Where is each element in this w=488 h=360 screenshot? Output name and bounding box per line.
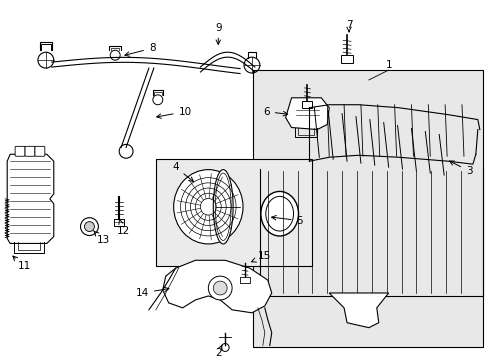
Circle shape [84,222,94,231]
Text: 2: 2 [215,345,222,359]
Bar [302,101,312,108]
Text: 15: 15 [251,251,270,262]
Text: 14: 14 [135,287,168,298]
Text: 7: 7 [345,21,352,31]
Text: 11: 11 [18,261,31,271]
Text: 12: 12 [116,220,129,235]
Text: 9: 9 [215,23,221,33]
Circle shape [208,276,232,300]
Text: 4: 4 [172,162,193,181]
Text: 1: 1 [385,60,391,70]
FancyBboxPatch shape [35,147,45,156]
Polygon shape [163,260,271,313]
Text: 6: 6 [263,107,287,117]
Polygon shape [285,98,328,130]
Text: 5: 5 [271,216,303,226]
Bar [252,70,482,347]
Circle shape [213,281,227,295]
Polygon shape [328,293,388,328]
Text: 8: 8 [124,43,155,56]
Bar [240,277,249,283]
Bar [341,55,352,63]
Text: 3: 3 [448,161,471,176]
Text: 10: 10 [156,107,191,118]
Text: 13: 13 [93,231,109,246]
Polygon shape [7,154,54,243]
FancyBboxPatch shape [15,147,25,156]
Ellipse shape [213,170,233,244]
Circle shape [81,218,98,235]
Ellipse shape [173,170,243,244]
Bar [114,219,124,226]
Ellipse shape [260,192,298,236]
Bar [156,159,312,266]
FancyBboxPatch shape [25,147,35,156]
Ellipse shape [265,196,293,231]
